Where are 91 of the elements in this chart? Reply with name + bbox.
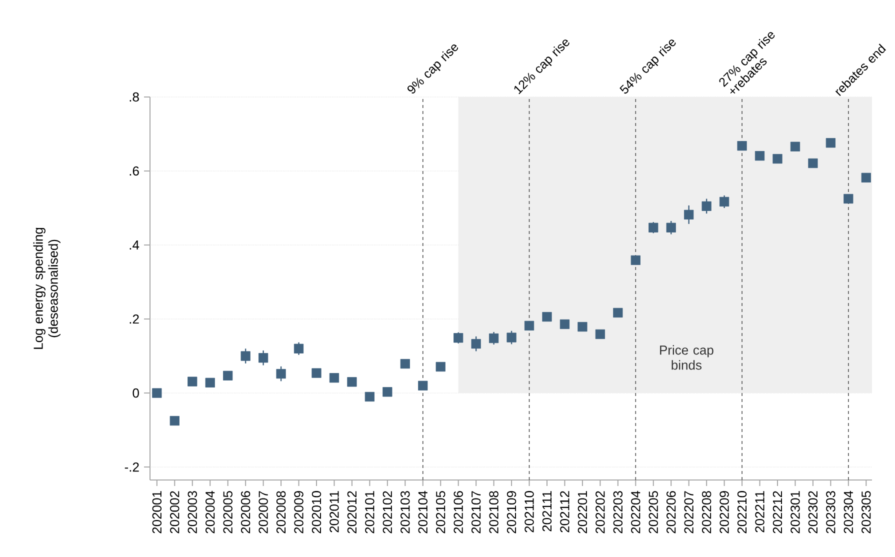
point xyxy=(436,362,446,372)
point xyxy=(630,255,640,265)
point xyxy=(205,378,215,388)
x-tick-label: 202211 xyxy=(755,491,764,532)
x-tick-label: 202203 xyxy=(613,491,623,534)
x-tick-label: 202007 xyxy=(258,491,268,534)
point xyxy=(754,151,765,161)
point xyxy=(454,333,464,343)
ref-line-label: 9% cap rise xyxy=(408,44,458,94)
x-tick-label: 202202 xyxy=(596,491,605,534)
x-tick-label: 202106 xyxy=(454,491,463,534)
band-label: Price cap binds xyxy=(660,345,714,370)
x-tick-label: 202207 xyxy=(684,491,694,534)
x-tick-label: 202104 xyxy=(418,490,428,534)
y-tick-label: .2 xyxy=(130,314,139,324)
x-tick-label: 202304 xyxy=(844,490,854,534)
point xyxy=(418,380,428,390)
x-tick-label: 202011 xyxy=(330,491,339,532)
point xyxy=(542,312,552,322)
point xyxy=(347,377,357,387)
point xyxy=(737,141,747,151)
point xyxy=(400,358,410,369)
point xyxy=(666,222,676,232)
point xyxy=(170,416,180,426)
x-tick-label: 202110 xyxy=(524,491,534,532)
x-tick-label: 202210 xyxy=(737,491,747,534)
point xyxy=(826,138,836,148)
point xyxy=(720,196,730,207)
x-tick-label: 202002 xyxy=(170,491,180,534)
point xyxy=(276,368,286,379)
point xyxy=(506,332,516,342)
y-tick-label: .8 xyxy=(130,92,139,102)
point xyxy=(382,387,392,397)
x-tick-label: 202109 xyxy=(506,491,516,534)
point xyxy=(294,344,304,354)
x-tick-label: 202204 xyxy=(631,490,640,534)
x-tick-label: 202008 xyxy=(276,491,286,534)
x-tick-label: 202004 xyxy=(206,490,215,534)
point xyxy=(772,154,782,164)
x-tick-label: 202301 xyxy=(790,491,800,534)
point xyxy=(808,158,818,168)
x-tick-label: 202103 xyxy=(400,491,410,534)
point xyxy=(790,142,800,152)
x-tick-label: 202003 xyxy=(188,491,197,534)
x-tick-label: 202101 xyxy=(365,491,374,534)
point xyxy=(240,351,250,361)
x-tick-label: 202107 xyxy=(471,491,481,534)
x-tick-label: 202001 xyxy=(152,491,162,534)
point xyxy=(471,339,481,349)
point xyxy=(648,222,658,232)
point xyxy=(364,392,374,402)
point xyxy=(524,320,534,330)
x-tick-label: 202006 xyxy=(240,491,250,534)
x-tick-label: 202010 xyxy=(312,491,322,534)
x-tick-label: 202012 xyxy=(347,491,357,534)
x-tick-label: 202201 xyxy=(578,491,588,534)
y-axis-title: Log energy spending (deseasonalised) xyxy=(33,228,60,349)
y-tick-label: .6 xyxy=(130,166,139,176)
x-tick-label: 202205 xyxy=(648,491,658,534)
x-tick-label: 202206 xyxy=(666,491,676,534)
point xyxy=(844,194,854,204)
point xyxy=(489,333,499,344)
point xyxy=(258,353,268,363)
point xyxy=(152,388,162,398)
x-tick-label: 202302 xyxy=(808,491,818,534)
x-tick-label: 202108 xyxy=(489,491,498,534)
point xyxy=(861,172,871,182)
y-tick-label: .4 xyxy=(130,240,140,250)
x-tick-label: 202208 xyxy=(702,491,712,534)
x-tick-label: 202212 xyxy=(772,491,782,534)
point xyxy=(312,368,322,378)
point xyxy=(223,370,233,380)
x-tick-label: 202111 xyxy=(542,491,552,532)
x-tick-label: 202303 xyxy=(826,491,836,534)
point xyxy=(560,319,570,329)
point xyxy=(188,376,198,386)
point xyxy=(613,308,623,318)
x-tick-label: 202305 xyxy=(862,491,871,534)
x-tick-label: 202102 xyxy=(382,491,392,534)
x-tick-label: 202112 xyxy=(560,491,570,532)
y-tick-label: -.2 xyxy=(124,462,139,472)
x-tick-label: 202009 xyxy=(294,491,304,534)
point xyxy=(684,210,694,220)
point xyxy=(329,373,340,383)
y-tick-label: 0 xyxy=(132,388,139,398)
point xyxy=(702,201,712,211)
x-tick-label: 202105 xyxy=(436,491,446,534)
x-tick-label: 202209 xyxy=(720,491,729,534)
x-tick-label: 202005 xyxy=(223,491,232,534)
point xyxy=(595,329,605,339)
point xyxy=(578,322,588,332)
